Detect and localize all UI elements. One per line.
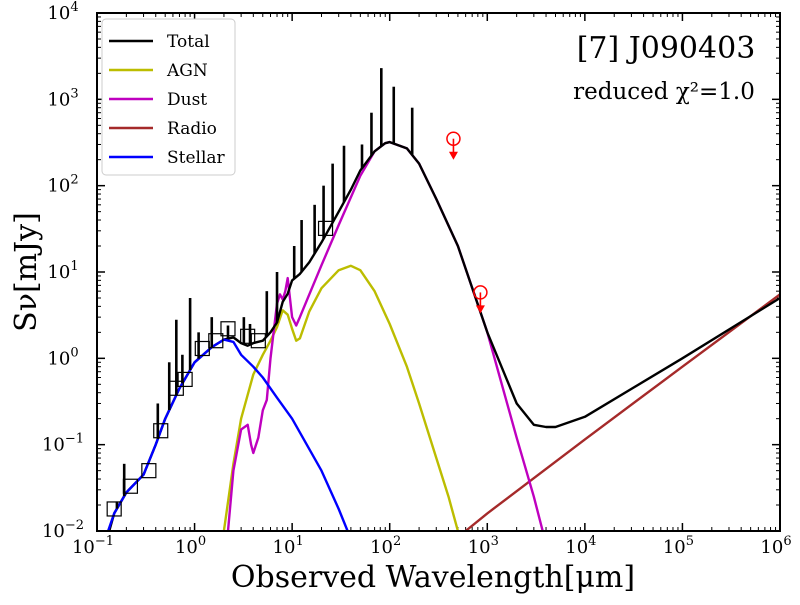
legend-label-total: Total: [167, 32, 210, 52]
y-tick-label: 104: [47, 0, 78, 24]
photometry-point: [153, 423, 169, 439]
x-tick-exponent: 1: [295, 534, 303, 549]
y-tick-label: 102: [47, 173, 78, 197]
upper-limit-marker: [473, 285, 488, 314]
y-tick-label: 101: [47, 259, 78, 283]
x-tick-label: 105: [663, 534, 694, 558]
y-tick-exponent: −1: [65, 432, 84, 447]
photometry-point: [177, 371, 193, 388]
photometry-point: [122, 478, 139, 494]
photometry-point: [208, 333, 224, 349]
y-tick-exponent: −2: [65, 518, 84, 533]
upper-limit-arrow-head: [475, 305, 485, 314]
series-line-agn: [222, 264, 460, 531]
photometry-point: [250, 333, 266, 349]
y-tick-exponent: 3: [70, 86, 78, 101]
legend-label-radio: Radio: [167, 119, 217, 139]
chart-subtitle: reduced χ²=1.0: [573, 79, 755, 105]
photometry-point: [106, 501, 122, 517]
upper-limit-arrow-head: [448, 151, 458, 160]
y-tick-label: 103: [47, 86, 78, 110]
photometry-point: [240, 328, 256, 344]
photometry-point: [168, 380, 184, 396]
series-line-radio: [464, 293, 780, 531]
x-tick-label: 100: [175, 534, 206, 558]
y-tick-exponent: 2: [70, 173, 78, 188]
legend: Total AGN Dust Radio Stellar: [101, 18, 236, 176]
y-tick-label: 100: [47, 345, 78, 369]
x-tick-label: 102: [370, 534, 401, 558]
plot-frame: [96, 12, 781, 532]
photometry-point: [194, 340, 210, 357]
x-tick-label: 103: [468, 534, 499, 558]
legend-box: [101, 18, 236, 176]
x-tick-exponent: 2: [393, 534, 401, 549]
photometry-point: [220, 321, 236, 337]
x-tick-exponent: 3: [491, 534, 499, 549]
legend-label-stellar: Stellar: [167, 148, 226, 168]
x-axis-label: Observed Wavelength[μm]: [231, 560, 635, 595]
y-tick-exponent: 1: [70, 259, 78, 274]
x-tick-exponent: −1: [95, 534, 114, 549]
series-line-stellar: [106, 338, 349, 531]
x-tick-label: 104: [565, 534, 596, 558]
series-layer: [106, 68, 780, 531]
y-axis-label: Sν[mJy]: [9, 212, 44, 332]
x-tick-label: 101: [273, 534, 304, 558]
x-tick-label: 106: [760, 534, 791, 558]
x-tick-exponent: 6: [783, 534, 791, 549]
y-tick-label: 10−1: [42, 432, 84, 456]
photometry-point: [141, 463, 157, 479]
upper-limit-marker: [446, 131, 461, 160]
photometry-point: [317, 220, 334, 236]
y-tick-exponent: 4: [70, 0, 78, 15]
legend-label-agn: AGN: [166, 61, 208, 81]
legend-label-dust: Dust: [167, 90, 207, 110]
x-tick-label: 10−1: [72, 534, 114, 558]
x-tick-exponent: 5: [686, 534, 694, 549]
x-tick-exponent: 0: [198, 534, 206, 549]
x-tick-exponent: 4: [588, 534, 596, 549]
y-tick-exponent: 0: [70, 345, 78, 360]
chart-title: [7] J090403: [577, 31, 756, 66]
markers-layer: [106, 131, 488, 517]
